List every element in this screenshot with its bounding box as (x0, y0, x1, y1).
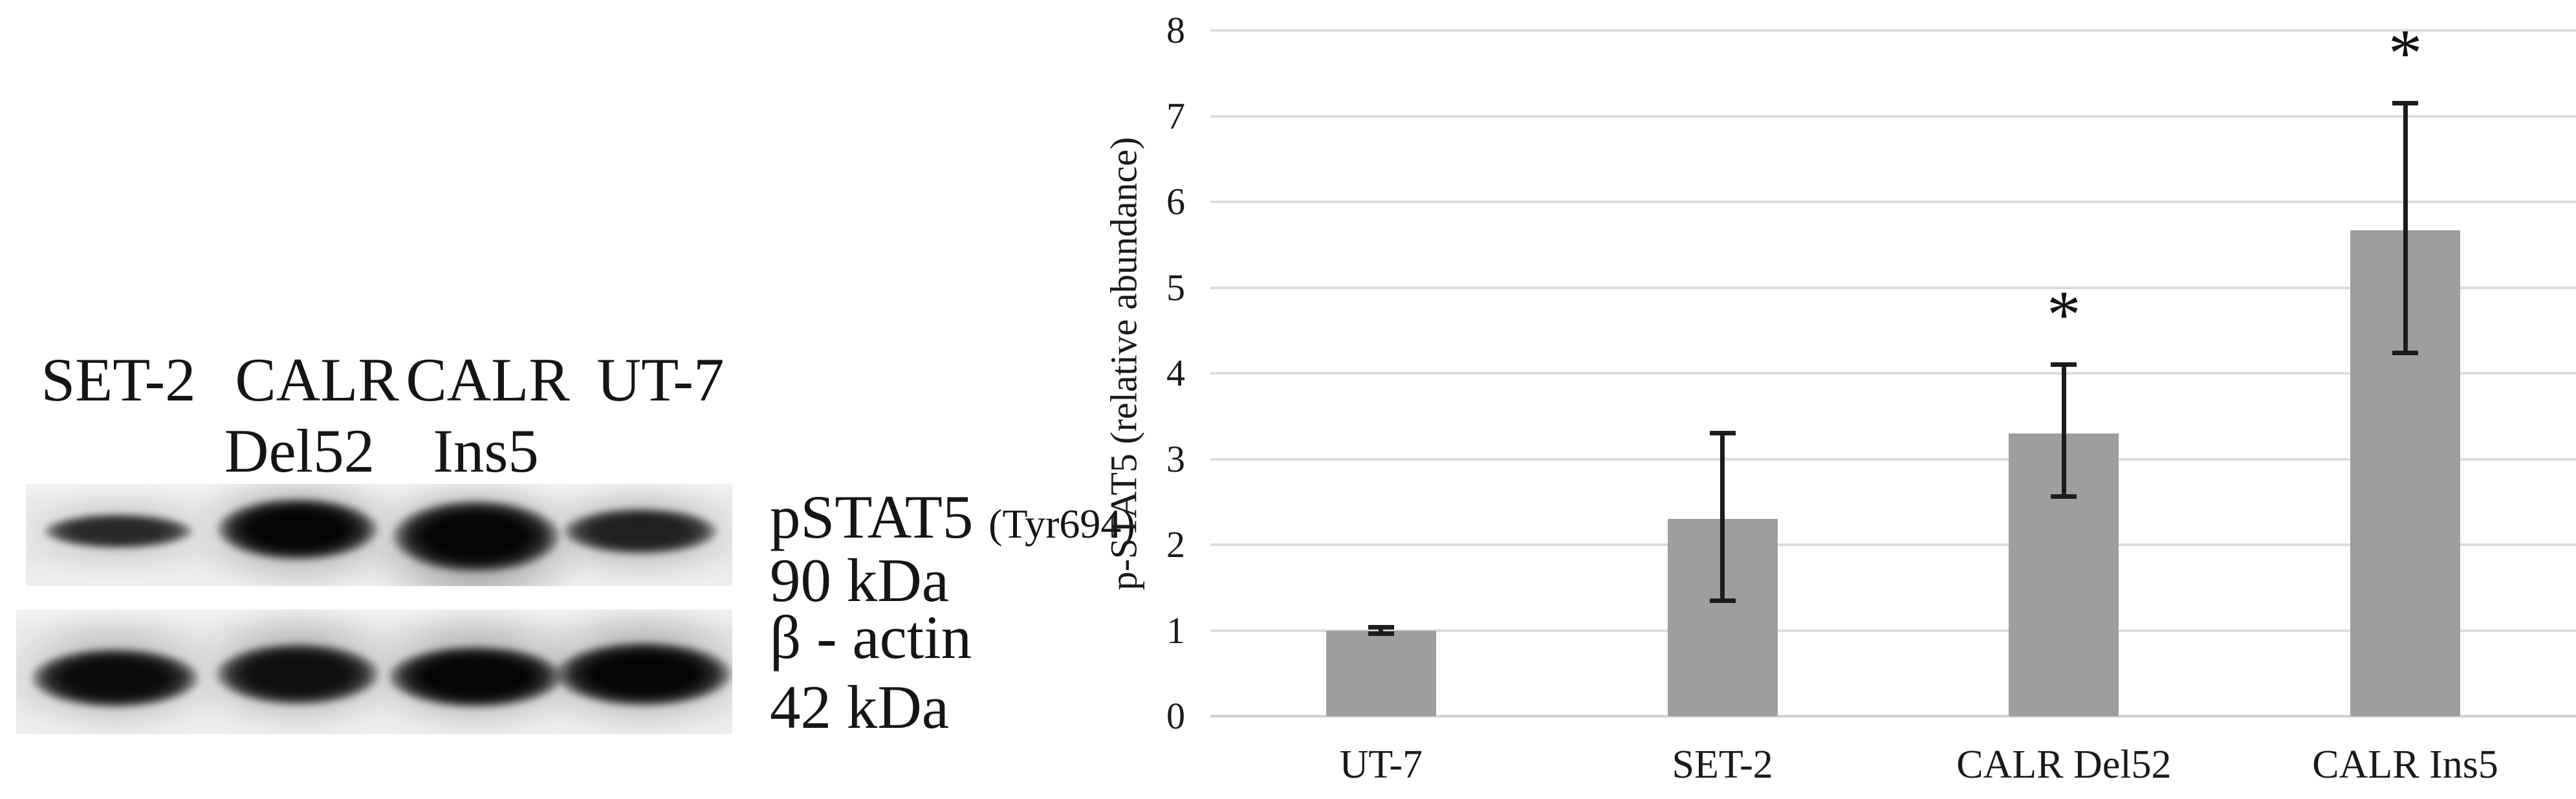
lane-label-set2: SET-2 (41, 345, 196, 414)
error-bar-3 (2403, 103, 2408, 353)
significance-asterisk-3: * (2388, 15, 2423, 91)
blot-band-beta-actin-lane1 (31, 648, 199, 708)
blot-caption-beta-actin: β - actin (770, 603, 972, 672)
error-cap-bottom-2 (2051, 494, 2077, 499)
x-category-label-2: CALR Del52 (1956, 743, 2172, 787)
blot-caption-pstat5: pSTAT5 (Tyr694) (770, 487, 1135, 548)
blot-band-pSTAT5-lane1 (44, 513, 193, 549)
blot-target-pstat5: pSTAT5 (770, 483, 974, 551)
gridline-y5 (1210, 286, 2576, 289)
y-tick-label-5: 5 (1166, 266, 1185, 309)
y-tick-label-3: 3 (1166, 437, 1185, 480)
error-bar-1 (1720, 433, 1725, 601)
blot-caption-42kda: 42 kDa (770, 673, 950, 741)
blot-band-beta-actin-lane4 (555, 642, 732, 707)
error-cap-bottom-0 (1368, 631, 1394, 637)
lane-label-calr-del52-line2: Del52 (224, 417, 375, 485)
error-cap-top-1 (1709, 431, 1736, 436)
y-tick-label-7: 7 (1166, 94, 1185, 137)
y-tick-label-1: 1 (1166, 609, 1185, 651)
bar-ut-7 (1326, 630, 1436, 716)
gridline-y7 (1210, 115, 2576, 118)
blot-strip-beta-actin (16, 609, 732, 734)
x-category-label-0: UT-7 (1339, 743, 1423, 787)
blot-band-pSTAT5-lane3 (392, 499, 560, 573)
lane-label-calr-del52-line1: CALR (235, 345, 399, 414)
blot-target-pstat5-site: (Tyr694) (988, 501, 1135, 547)
blot-band-beta-actin-lane3 (388, 646, 562, 708)
error-cap-top-2 (2051, 362, 2077, 367)
y-tick-label-4: 4 (1166, 352, 1185, 394)
x-category-label-1: SET-2 (1672, 743, 1773, 787)
blot-band-pSTAT5-lane4 (563, 507, 718, 554)
y-tick-label-6: 6 (1166, 181, 1185, 223)
gridline-y2 (1210, 543, 2576, 546)
error-cap-bottom-1 (1709, 598, 1736, 603)
lane-label-calr-ins5-line2: Ins5 (433, 417, 539, 485)
blot-strip-pstat5 (26, 484, 732, 586)
significance-asterisk-2: * (2047, 276, 2081, 353)
gridline-y4 (1210, 372, 2576, 375)
blot-band-pSTAT5-lane2 (217, 498, 378, 560)
y-tick-label-8: 8 (1166, 9, 1185, 51)
gridline-y6 (1210, 201, 2576, 203)
lane-label-ut7: UT-7 (596, 345, 725, 414)
x-category-label-3: CALR Ins5 (2312, 743, 2498, 787)
blot-caption-90kda: 90 kDa (770, 546, 950, 615)
error-bar-2 (2061, 364, 2066, 497)
error-cap-bottom-3 (2392, 350, 2419, 355)
gridline-y1 (1210, 629, 2576, 632)
error-bar-0 (1379, 627, 1384, 634)
lane-label-calr-ins5-line1: CALR (406, 345, 570, 414)
gridline-y0 (1210, 715, 2576, 717)
error-cap-top-3 (2392, 101, 2419, 106)
y-tick-label-0: 0 (1166, 695, 1185, 737)
blot-band-beta-actin-lane2 (216, 643, 380, 706)
gridline-y8 (1210, 29, 2576, 32)
error-cap-top-0 (1368, 624, 1394, 629)
gridline-y3 (1210, 457, 2576, 461)
y-tick-label-2: 2 (1166, 523, 1185, 565)
